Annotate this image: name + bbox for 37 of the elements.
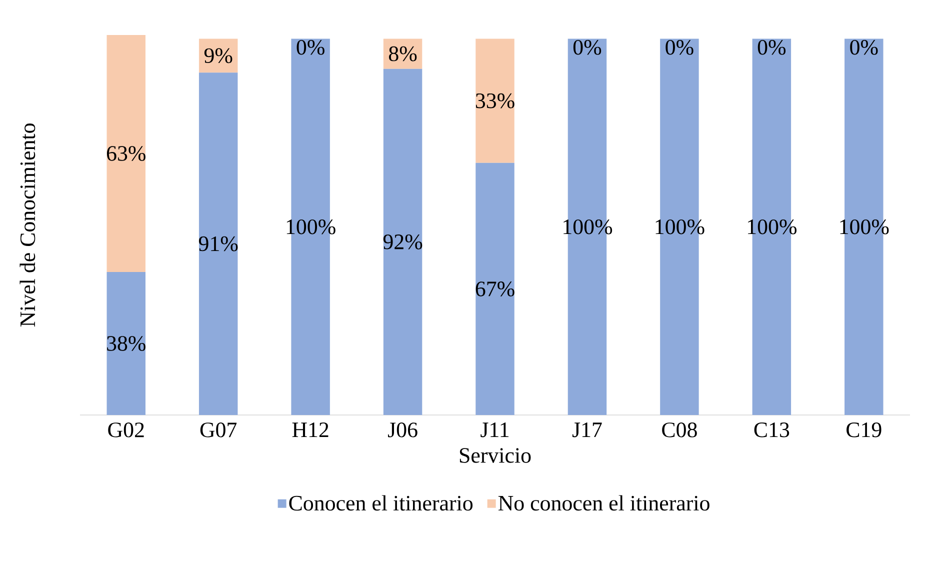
bar (476, 162, 514, 415)
x-tick-label: J17 (572, 422, 602, 438)
x-tick-label: G07 (200, 422, 237, 438)
x-tick-label: C19 (846, 422, 882, 438)
bar (476, 38, 514, 163)
legend-label: No conocen el itinerario (498, 495, 710, 511)
data-label: 91% (198, 236, 238, 252)
bar (383, 68, 422, 415)
bar (198, 72, 238, 415)
data-label: 67% (476, 282, 514, 296)
data-label: 100% (286, 219, 336, 234)
data-label: 0% (666, 40, 694, 55)
data-label: 92% (383, 234, 422, 250)
data-label: 63% (106, 146, 146, 161)
x-axis-title: Servicio (460, 448, 531, 463)
bar (106, 272, 146, 415)
bar (106, 34, 146, 272)
data-label: 0% (573, 40, 602, 55)
x-tick-label: H12 (292, 422, 328, 438)
data-label: 38% (107, 336, 146, 351)
data-label: 100% (748, 219, 796, 234)
legend-label: Conocen el itinerario (289, 495, 473, 511)
x-tick-label: C13 (754, 422, 790, 438)
data-label: 0% (850, 40, 878, 55)
data-label: 33% (476, 93, 514, 108)
data-label: 8% (389, 46, 417, 62)
data-label: 9% (204, 48, 232, 64)
data-label: 100% (840, 219, 889, 234)
x-tick-label: G02 (108, 422, 144, 438)
y-axis-title: Nivel de Conocimiento (20, 124, 36, 327)
data-label: 0% (758, 40, 786, 55)
x-tick-label: C08 (662, 422, 697, 438)
data-label: 0% (296, 40, 324, 55)
data-label: 100% (656, 219, 704, 234)
x-tick-label: J11 (480, 422, 508, 438)
x-tick-label: J06 (388, 422, 418, 438)
data-label: 100% (564, 219, 612, 234)
